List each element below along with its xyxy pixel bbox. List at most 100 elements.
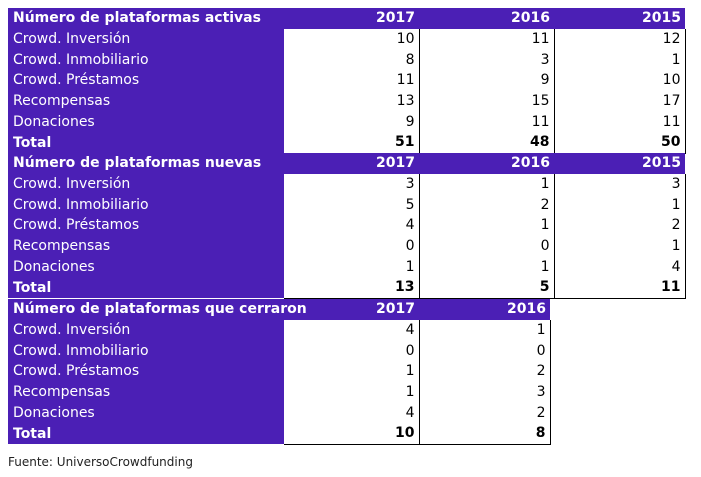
- active-platforms-table: Número de plataformas activas 2017 2016 …: [8, 8, 686, 154]
- total-value: 50: [554, 132, 686, 154]
- table-title: Número de plataformas que cerraron: [8, 299, 307, 320]
- cell-value: 0: [419, 340, 551, 362]
- total-value: 11: [554, 277, 686, 299]
- cell-value: 2: [419, 361, 551, 382]
- cell-value: 1: [419, 256, 555, 278]
- cell-value: 11: [419, 28, 555, 50]
- total-value: 8: [419, 423, 551, 445]
- year-header: 2016: [419, 299, 550, 320]
- cell-value: 3: [284, 173, 420, 195]
- total-value: 13: [284, 277, 420, 299]
- total-label: Total: [8, 423, 284, 445]
- year-header: 2016: [419, 153, 554, 174]
- cell-value: 17: [554, 90, 686, 112]
- row-label: Recompensas: [8, 90, 284, 112]
- cell-value: 1: [284, 256, 420, 278]
- table-row: Crowd. Préstamos 4 1 2: [8, 215, 686, 236]
- row-label: Crowd. Inversión: [8, 173, 284, 195]
- cell-value: 4: [284, 319, 420, 341]
- cell-value: 3: [419, 49, 555, 71]
- row-label: Crowd. Préstamos: [8, 215, 284, 236]
- cell-value: 1: [419, 319, 551, 341]
- total-label: Total: [8, 277, 284, 299]
- cell-value: 3: [554, 173, 686, 195]
- cell-value: 1: [554, 235, 686, 257]
- table-header-row: Número de plataformas nuevas 2017 2016 2…: [8, 153, 685, 174]
- table-title: Número de plataformas nuevas: [8, 153, 284, 174]
- cell-value: 11: [284, 70, 420, 91]
- cell-value: 0: [284, 340, 420, 362]
- row-label: Donaciones: [8, 402, 284, 424]
- cell-value: 0: [284, 235, 420, 257]
- row-label: Donaciones: [8, 111, 284, 133]
- table-row: Recompensas 1 3: [8, 381, 551, 403]
- cell-value: 2: [419, 194, 555, 216]
- cell-value: 4: [554, 256, 686, 278]
- cell-value: 8: [284, 49, 420, 71]
- table-row: Donaciones 1 1 4: [8, 256, 686, 278]
- cell-value: 4: [284, 215, 420, 236]
- cell-value: 9: [284, 111, 420, 133]
- cell-value: 1: [419, 173, 555, 195]
- year-header: 2015: [554, 8, 685, 29]
- cell-value: 2: [554, 215, 686, 236]
- total-row: Total 51 48 50: [8, 132, 686, 154]
- row-label: Crowd. Préstamos: [8, 70, 284, 91]
- row-label: Crowd. Inversión: [8, 28, 284, 50]
- cell-value: 0: [419, 235, 555, 257]
- cell-value: 12: [554, 28, 686, 50]
- year-header: 2016: [419, 8, 554, 29]
- cell-value: 15: [419, 90, 555, 112]
- total-row: Total 10 8: [8, 423, 551, 445]
- cell-value: 9: [419, 70, 555, 91]
- table-header-row: Número de plataformas que cerraron 2017 …: [8, 299, 550, 320]
- row-label: Crowd. Inmobiliario: [8, 194, 284, 216]
- row-label: Crowd. Préstamos: [8, 361, 284, 382]
- table-title: Número de plataformas activas: [8, 8, 284, 29]
- row-label: Crowd. Inversión: [8, 319, 284, 341]
- cell-value: 3: [419, 381, 551, 403]
- year-header: 2015: [554, 153, 685, 174]
- table-row: Crowd. Inversión 3 1 3: [8, 173, 686, 195]
- table-row: Crowd. Inversión 10 11 12: [8, 28, 686, 50]
- cell-value: 13: [284, 90, 420, 112]
- cell-value: 10: [554, 70, 686, 91]
- row-label: Crowd. Inmobiliario: [8, 340, 284, 362]
- table-row: Crowd. Inmobiliario 0 0: [8, 340, 551, 362]
- table-row: Crowd. Inversión 4 1: [8, 319, 551, 341]
- total-value: 48: [419, 132, 555, 154]
- table-row: Recompensas 13 15 17: [8, 90, 686, 112]
- total-value: 5: [419, 277, 555, 299]
- row-label: Crowd. Inmobiliario: [8, 49, 284, 71]
- cell-value: 5: [284, 194, 420, 216]
- new-platforms-table: Número de plataformas nuevas 2017 2016 2…: [8, 153, 686, 299]
- row-label: Recompensas: [8, 235, 284, 257]
- total-label: Total: [8, 132, 284, 154]
- total-value: 51: [284, 132, 420, 154]
- cell-value: 4: [284, 402, 420, 424]
- year-header: 2017: [284, 153, 419, 174]
- total-row: Total 13 5 11: [8, 277, 686, 299]
- table-row: Crowd. Inmobiliario 5 2 1: [8, 194, 686, 216]
- total-value: 10: [284, 423, 420, 445]
- cell-value: 11: [419, 111, 555, 133]
- year-header: 2017: [284, 8, 419, 29]
- table-row: Recompensas 0 0 1: [8, 235, 686, 257]
- cell-value: 1: [419, 215, 555, 236]
- year-header: 2017: [284, 299, 419, 320]
- cell-value: 11: [554, 111, 686, 133]
- table-row: Donaciones 9 11 11: [8, 111, 686, 133]
- cell-value: 1: [284, 361, 420, 382]
- row-label: Donaciones: [8, 256, 284, 278]
- cell-value: 1: [284, 381, 420, 403]
- table-row: Crowd. Inmobiliario 8 3 1: [8, 49, 686, 71]
- cell-value: 10: [284, 28, 420, 50]
- cell-value: 2: [419, 402, 551, 424]
- row-label: Recompensas: [8, 381, 284, 403]
- source-note: Fuente: UniversoCrowdfunding: [8, 455, 193, 469]
- cell-value: 1: [554, 49, 686, 71]
- cell-value: 1: [554, 194, 686, 216]
- table-row: Crowd. Préstamos 1 2: [8, 361, 551, 382]
- table-row: Donaciones 4 2: [8, 402, 551, 424]
- closed-platforms-table: Número de plataformas que cerraron 2017 …: [8, 299, 551, 445]
